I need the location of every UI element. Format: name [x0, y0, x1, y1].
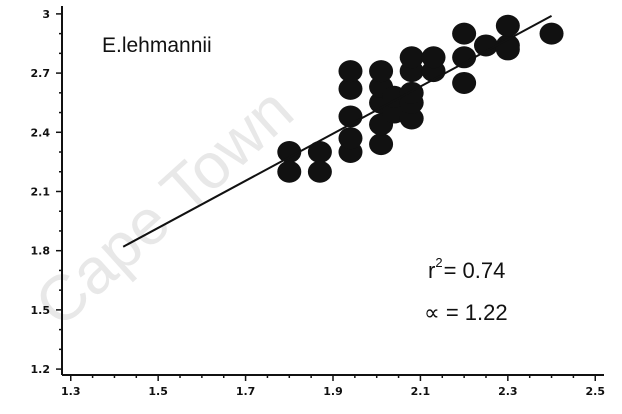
x-tick-label: 2.5 [586, 385, 606, 398]
r-squared-annotation: r2= 0.74 [428, 255, 505, 283]
x-tick-label: 2.3 [498, 385, 518, 398]
data-point [421, 46, 446, 69]
data-point [277, 160, 302, 183]
data-points [277, 14, 564, 183]
data-point [338, 60, 363, 83]
data-point [369, 60, 394, 83]
x-tick-label: 1.9 [323, 385, 343, 398]
y-tick-label: 1.2 [31, 363, 51, 376]
y-tick-label: 1.5 [31, 304, 51, 317]
data-point [369, 133, 394, 156]
y-tick-label: 2.7 [31, 67, 51, 80]
data-point [399, 81, 424, 104]
x-tick-label: 2.1 [411, 385, 431, 398]
data-point [399, 107, 424, 130]
data-point [307, 141, 332, 164]
data-point [452, 22, 477, 45]
data-point [338, 77, 363, 100]
axes: 1.3 1.5 1.7 1.9 2.1 2.3 2.5 1.2 1.5 1.8 2.1 2.4 2.7 3 [31, 6, 606, 398]
chart-title: E.lehmannii [102, 34, 212, 57]
y-tick-label: 3 [42, 8, 50, 21]
data-point [539, 22, 564, 45]
alpha-annotation: ∝ = 1.22 [424, 300, 508, 325]
data-point [495, 14, 520, 37]
y-tick-label: 2.4 [31, 126, 51, 139]
watermark-text: Cape Town [21, 73, 306, 340]
data-point [399, 46, 424, 69]
y-tick-label: 2.1 [31, 185, 51, 198]
data-point [338, 127, 363, 150]
r-squared-symbol: r [428, 258, 435, 283]
y-tick-label: 1.8 [31, 245, 51, 258]
data-point [495, 38, 520, 61]
data-point [473, 34, 498, 57]
x-tick-label: 1.7 [236, 385, 256, 398]
data-point [452, 71, 477, 94]
x-tick-label: 1.3 [61, 385, 81, 398]
x-tick-label: 1.5 [148, 385, 168, 398]
data-point [277, 141, 302, 164]
regression-line [122, 14, 553, 248]
data-point [307, 160, 332, 183]
r-squared-value: = 0.74 [444, 258, 506, 283]
r-squared-superscript: 2 [435, 255, 442, 270]
data-point [452, 46, 477, 69]
